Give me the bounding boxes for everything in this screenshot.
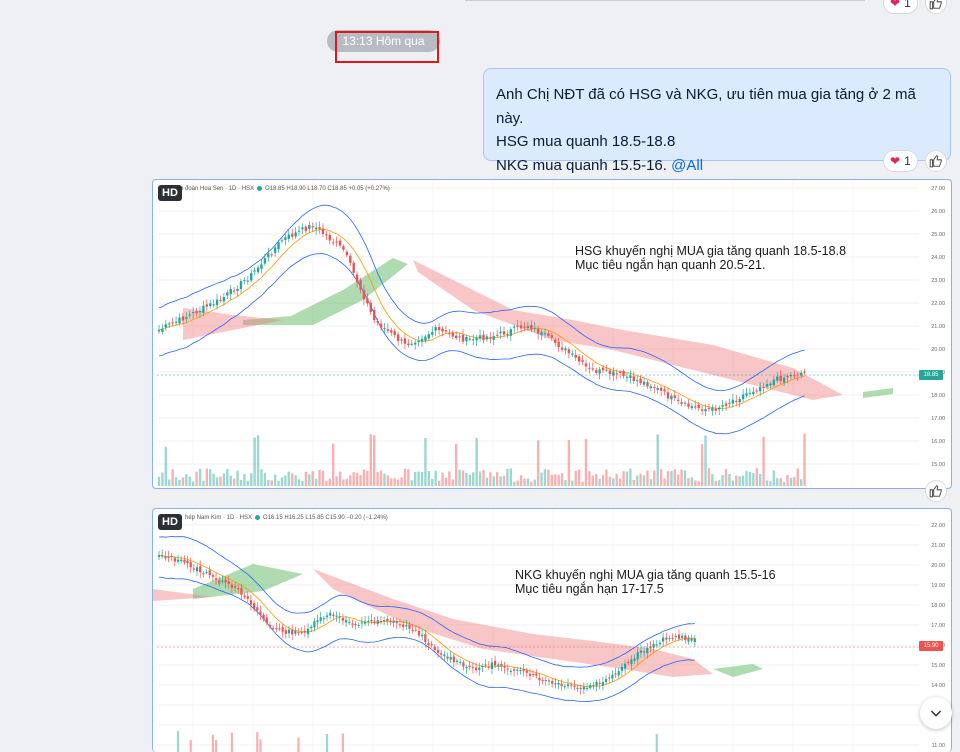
y-tick-label: 18.00 [931, 603, 945, 609]
timestamp-text: 13:13 Hôm qua [342, 34, 425, 48]
previous-message-edge [465, 0, 865, 1]
chevron-down-icon [930, 710, 942, 717]
thumbs-up-icon [929, 155, 942, 168]
y-tick-label: 23.00 [931, 278, 945, 284]
y-tick-label: 20.00 [931, 347, 945, 353]
image-like-button[interactable] [925, 480, 947, 502]
mention-all-link[interactable]: @All [671, 156, 704, 174]
y-tick-label: 21.00 [931, 324, 945, 330]
reaction-count: 1 [904, 0, 911, 10]
message-bubble[interactable]: Anh Chị NĐT đã có HSG và NKG, ưu tiên mu… [483, 68, 951, 174]
message-line-1: Anh Chị NĐT đã có HSG và NKG, ưu tiên mu… [496, 86, 916, 127]
chart-ohlc: O18.85 H18.90 L18.70 C18.85 +0.05 (+0.27… [265, 186, 390, 193]
message-line-3: NKG mua quanh 15.5-16. @All [496, 154, 938, 178]
y-tick-label: 17.00 [931, 623, 945, 629]
stock-chart: 27.00 26.00 25.00 24.00 23.00 22.00 21.00 20.00… [157, 180, 945, 488]
chart-annotation: NKG khuyến nghị MUA gia tăng quanh 15.5-… [515, 568, 776, 596]
chart-annotation: HSG khuyến nghị MUA gia tăng quanh 18.5-… [575, 244, 847, 272]
y-tick-label: 18.00 [931, 393, 945, 399]
thumbs-up-icon [929, 485, 942, 498]
y-tick-label: 22.00 [931, 301, 945, 307]
chart-image-hsg[interactable]: HD Tập đoàn Hoa Sen · 1D · HSX O18.85 H18… [152, 179, 952, 489]
y-tick-label: 21.00 [931, 543, 945, 549]
chart-header: Tập đoàn Hoa Sen · 1D · HSX O18.85 H18.90… [173, 186, 390, 192]
y-tick-label: 11.00 [932, 743, 945, 749]
message-reaction[interactable]: ❤ 1 [883, 150, 918, 172]
chart-symbol: Tập đoàn Hoa Sen · 1D · HSX [173, 186, 255, 193]
chart-symbol: hép Nam Kim · 1D · HSX [185, 515, 253, 522]
scroll-down-button[interactable] [920, 697, 952, 729]
last-price-tag: 18.85 [919, 370, 943, 380]
y-tick-label: 15.00 [931, 663, 945, 669]
highlight-box [335, 31, 439, 63]
message-line-2: HSG mua quanh 18.5-18.8 [496, 133, 676, 150]
y-tick-label: 26.00 [931, 209, 945, 215]
heart-icon: ❤ [890, 154, 901, 168]
y-tick-label: 16.00 [931, 439, 945, 445]
heart-icon: ❤ [890, 0, 901, 10]
hd-badge: HD [158, 185, 182, 201]
previous-like-button[interactable] [925, 0, 947, 14]
y-tick-label: 19.00 [931, 583, 945, 589]
y-tick-label: 24.00 [931, 255, 945, 261]
stock-chart: 22.0021.0020.0019.0018.0017.0016.0015.00… [153, 509, 945, 752]
timestamp-divider: 13:13 Hôm qua [327, 30, 440, 52]
hd-badge: HD [158, 514, 182, 530]
chart-image-nkg[interactable]: HD hép Nam Kim · 1D · HSX O16.15 H16.25 L… [152, 508, 952, 752]
previous-reaction[interactable]: ❤ 1 [883, 0, 918, 14]
y-tick-label: 14.00 [931, 683, 945, 689]
y-tick-label: 27.00 [931, 186, 945, 192]
y-tick-label: 20.00 [931, 563, 945, 569]
last-price-tag: 15.90 [919, 641, 943, 651]
message-line-3-text: NKG mua quanh 15.5-16. [496, 156, 667, 174]
chart-header: hép Nam Kim · 1D · HSX O16.15 H16.25 L15.… [185, 515, 388, 521]
y-tick-label: 15.00 [931, 462, 945, 468]
chart-ohlc: O16.15 H16.25 L15.85 C15.90 −0.20 (−1.24… [263, 515, 388, 522]
y-tick-label: 25.00 [931, 232, 945, 238]
reaction-count: 1 [904, 154, 911, 168]
y-tick-label: 17.00 [931, 416, 945, 422]
y-tick-label: 22.00 [931, 523, 945, 529]
thumbs-up-icon [929, 0, 942, 10]
message-like-button[interactable] [925, 150, 947, 172]
